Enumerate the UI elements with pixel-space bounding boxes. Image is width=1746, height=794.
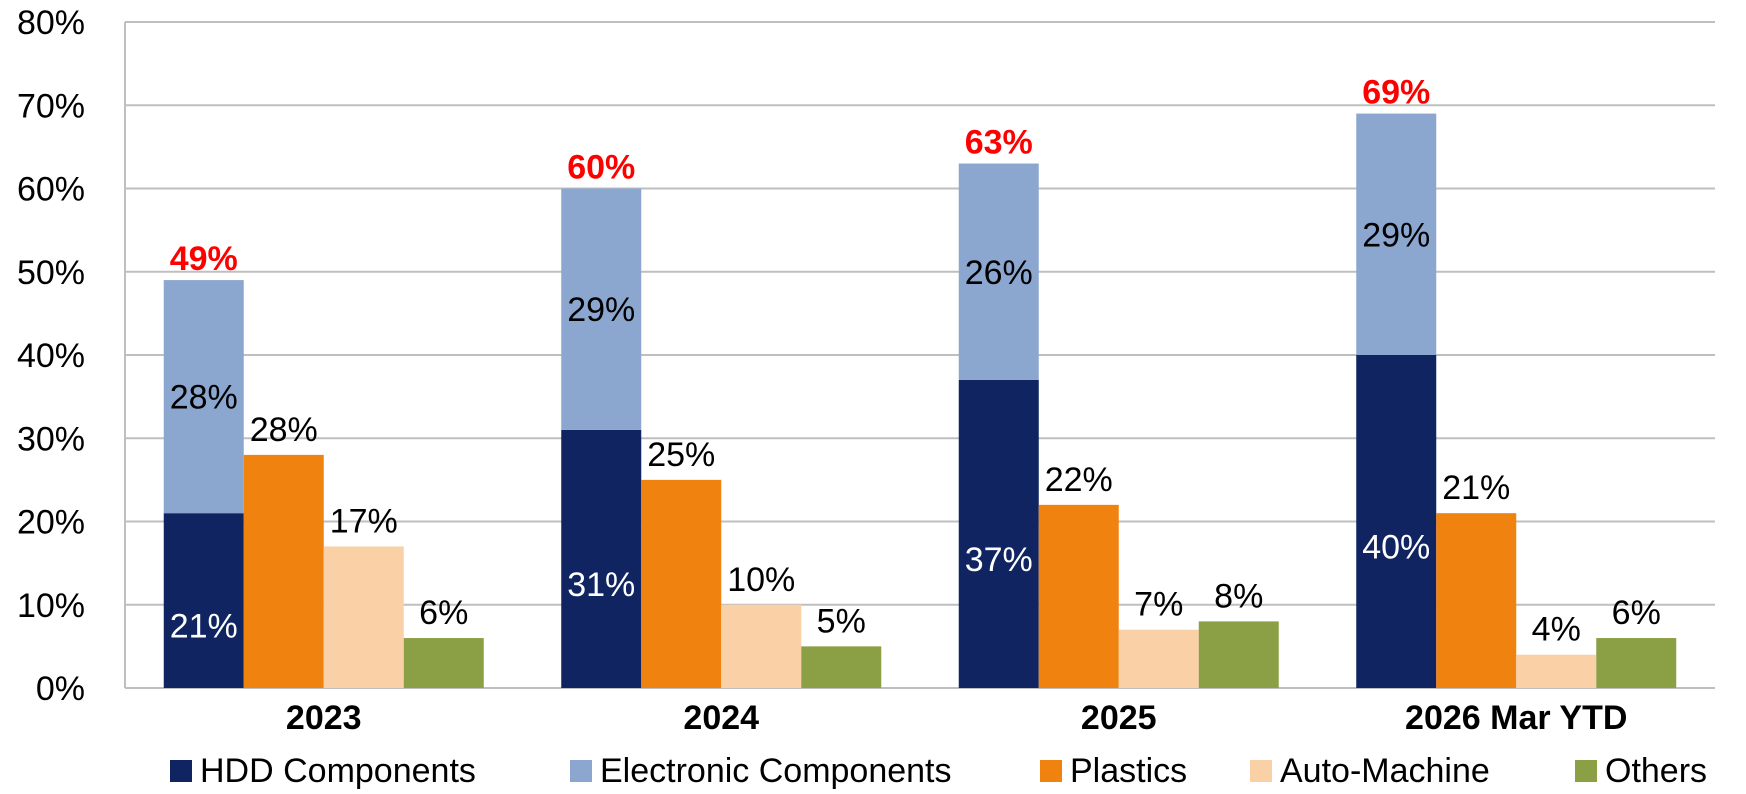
bar-auto-machine [1118, 629, 1199, 688]
legend-label: HDD Components [200, 752, 476, 790]
data-label-others: 6% [419, 594, 468, 632]
legend-label: Auto-Machine [1280, 752, 1490, 790]
data-label-hdd-components: 21% [170, 608, 238, 646]
data-label-electronic-components: 28% [170, 379, 238, 417]
x-category-label: 2026 Mar YTD [1405, 699, 1627, 737]
y-tick-label: 70% [17, 87, 85, 125]
legend-label: Plastics [1070, 752, 1187, 790]
data-labels: 21% 28% 49% 28% 17% 6% 31% 29% 60% 25% 10% 5% 37% 26%… [170, 74, 1661, 649]
x-category-label: 2025 [1081, 699, 1157, 737]
data-label-electronic-components: 29% [1362, 216, 1430, 254]
legend-label: Electronic Components [600, 752, 952, 790]
data-label-plastics: 21% [1442, 469, 1510, 507]
legend-swatch [1040, 760, 1062, 782]
bar-hdd-components [561, 429, 642, 688]
data-label-hdd-components: 31% [567, 566, 635, 604]
y-tick-label: 50% [17, 254, 85, 292]
y-tick-label: 10% [17, 587, 85, 625]
bar-plastics [243, 454, 324, 688]
legend: HDD Components Electronic Components Plast… [170, 752, 1707, 790]
bar-others [1596, 638, 1677, 688]
bar-plastics [641, 479, 722, 688]
data-label-auto-machine: 4% [1532, 611, 1581, 649]
legend-swatch [1575, 760, 1597, 782]
bar-hdd-components [1356, 355, 1437, 688]
stack-total-label: 63% [965, 124, 1033, 162]
bar-electronic-components [1356, 113, 1437, 355]
data-label-plastics: 22% [1045, 461, 1113, 499]
bar-plastics [1038, 504, 1119, 688]
bar-electronic-components [958, 163, 1039, 380]
bar-plastics [1436, 513, 1517, 688]
data-label-electronic-components: 26% [965, 254, 1033, 292]
x-category-label: 2024 [683, 699, 759, 737]
stack-total-label: 60% [567, 149, 635, 187]
y-tick-label: 80% [17, 4, 85, 42]
y-tick-label: 60% [17, 171, 85, 209]
stack-total-label: 69% [1362, 74, 1430, 112]
bar-auto-machine [323, 546, 404, 688]
bar-auto-machine [1516, 654, 1597, 688]
bar-electronic-components [163, 280, 244, 514]
y-tick-label: 0% [36, 670, 85, 708]
x-axis: 2023 2024 2025 2026 Mar YTD [286, 699, 1628, 737]
data-label-others: 8% [1214, 577, 1263, 615]
data-label-hdd-components: 40% [1362, 529, 1430, 567]
bars [163, 113, 1677, 688]
stack-total-label: 49% [170, 240, 238, 278]
bar-others [403, 638, 484, 688]
data-label-others: 5% [817, 602, 866, 640]
data-label-electronic-components: 29% [567, 291, 635, 329]
data-label-plastics: 25% [647, 436, 715, 474]
bar-others [1198, 621, 1279, 688]
legend-label: Others [1605, 752, 1707, 790]
data-label-auto-machine: 17% [330, 502, 398, 540]
y-tick-label: 40% [17, 337, 85, 375]
data-label-others: 6% [1612, 594, 1661, 632]
data-label-auto-machine: 7% [1134, 586, 1183, 624]
legend-swatch [1250, 760, 1272, 782]
y-tick-label: 20% [17, 504, 85, 542]
data-label-plastics: 28% [250, 411, 318, 449]
bar-hdd-components [958, 379, 1039, 688]
data-label-auto-machine: 10% [727, 561, 795, 599]
bar-hdd-components [163, 513, 244, 688]
bar-others [801, 646, 882, 688]
bar-auto-machine [721, 604, 802, 688]
bar-electronic-components [561, 188, 642, 430]
x-category-label: 2023 [286, 699, 362, 737]
y-tick-label: 30% [17, 420, 85, 458]
legend-swatch [570, 760, 592, 782]
legend-swatch [170, 760, 192, 782]
data-label-hdd-components: 37% [965, 541, 1033, 579]
